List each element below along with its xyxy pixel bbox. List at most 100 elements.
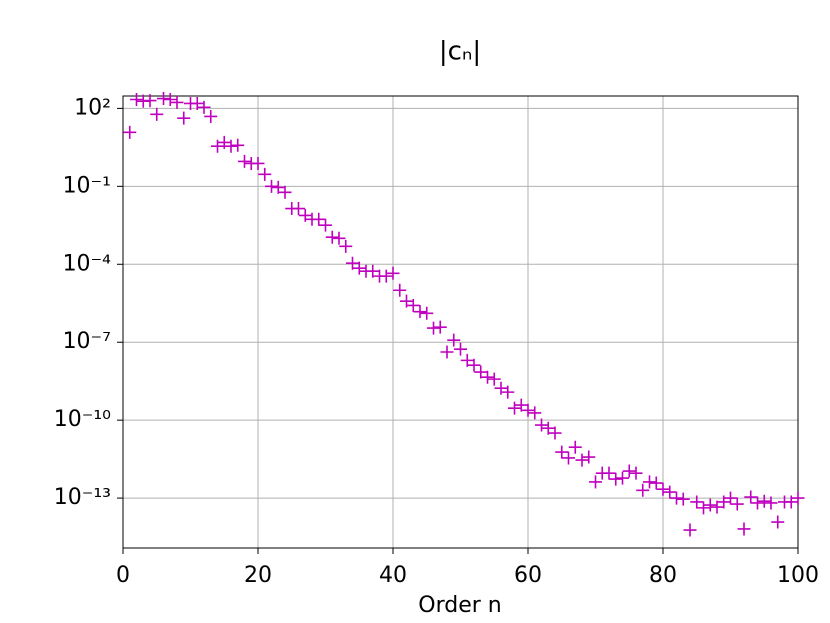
marker: [568, 440, 582, 454]
marker: [771, 515, 785, 529]
marker: [346, 256, 359, 270]
y-tick-label: 10⁻¹: [63, 173, 111, 198]
marker: [177, 111, 191, 125]
marker: [703, 498, 717, 512]
marker: [379, 269, 393, 283]
marker: [494, 381, 508, 395]
marker: [757, 494, 771, 508]
marker: [352, 261, 366, 275]
marker: [454, 342, 467, 356]
marker: [447, 333, 461, 347]
x-axis-label: Order n: [418, 593, 501, 618]
marker: [481, 370, 494, 384]
marker: [278, 185, 292, 199]
marker: [224, 139, 238, 153]
marker: [271, 180, 285, 194]
marker: [514, 398, 528, 412]
marker: [589, 475, 602, 489]
marker: [190, 96, 204, 110]
marker: [683, 523, 697, 537]
marker: [609, 472, 623, 486]
marker: [791, 491, 805, 505]
marker: [724, 491, 737, 505]
marker: [508, 401, 521, 415]
marker: [400, 294, 413, 308]
marker: [467, 358, 481, 372]
marker: [339, 239, 353, 253]
marker: [420, 306, 434, 320]
x-tick-label: 60: [514, 563, 542, 588]
marker: [501, 385, 515, 399]
marker: [629, 466, 643, 480]
marker: [413, 305, 427, 319]
marker: [697, 501, 710, 515]
marker: [487, 372, 501, 386]
marker: [258, 167, 272, 181]
marker: [130, 92, 143, 106]
marker: [440, 345, 454, 359]
y-tick-label: 10²: [74, 95, 111, 120]
marker: [123, 125, 137, 139]
y-tick-label: 10⁻¹⁰: [54, 407, 111, 432]
marker: [366, 264, 380, 278]
marker: [204, 109, 218, 123]
marker: [676, 492, 690, 506]
marker: [670, 491, 683, 505]
y-tick-label: 10⁻¹³: [54, 485, 111, 510]
marker: [332, 231, 346, 245]
marker: [737, 522, 751, 536]
marker: [717, 495, 731, 509]
marker: [521, 403, 535, 417]
marker: [298, 208, 312, 222]
marker: [663, 485, 677, 499]
marker: [562, 451, 575, 465]
marker: [170, 95, 184, 109]
marker: [386, 266, 400, 280]
marker: [265, 179, 278, 193]
marker: [616, 471, 629, 485]
marker: [217, 135, 231, 149]
marker: [710, 500, 724, 514]
y-tick-label: 10⁻⁷: [63, 329, 111, 354]
marker: [150, 107, 164, 121]
x-tick-label: 0: [116, 563, 130, 588]
marker: [636, 483, 650, 497]
marker: [211, 139, 224, 153]
marker: [238, 154, 251, 168]
marker: [292, 202, 305, 216]
marker: [541, 421, 555, 435]
marker: [231, 138, 245, 152]
marker: [656, 482, 670, 496]
x-tick-label: 40: [379, 563, 407, 588]
x-tick-label: 100: [777, 563, 819, 588]
marker: [622, 464, 636, 478]
marker: [784, 495, 798, 509]
marker: [535, 418, 548, 432]
marker: [528, 406, 542, 420]
chart-title: |cₙ|: [439, 37, 481, 67]
marker: [427, 321, 440, 335]
x-tick-label: 20: [244, 563, 272, 588]
marker: [393, 283, 407, 297]
marker: [649, 476, 663, 490]
marker: [764, 496, 778, 510]
marker: [575, 453, 589, 467]
marker: [751, 496, 764, 510]
marker: [197, 100, 211, 114]
marker: [406, 298, 420, 312]
marker: [163, 92, 177, 106]
marker: [744, 490, 758, 504]
marker: [602, 466, 616, 480]
plot-frame: [122, 95, 799, 549]
marker: [643, 475, 656, 489]
marker: [555, 445, 569, 459]
marker: [312, 212, 326, 226]
marker: [730, 497, 744, 511]
marker: [690, 495, 704, 509]
marker: [325, 230, 339, 244]
marker: [157, 92, 170, 106]
marker: [251, 156, 265, 170]
marker: [319, 218, 332, 232]
y-tick-label: 10⁻⁴: [63, 251, 112, 276]
